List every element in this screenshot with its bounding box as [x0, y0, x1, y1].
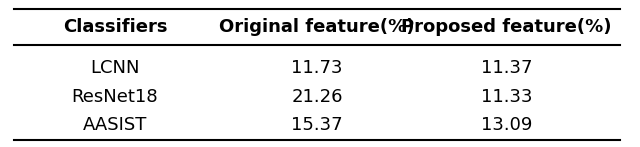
Text: LCNN: LCNN — [90, 59, 140, 77]
Text: 21.26: 21.26 — [291, 88, 343, 106]
Text: 11.33: 11.33 — [481, 88, 532, 106]
Text: Proposed feature(%): Proposed feature(%) — [401, 18, 612, 36]
Text: Original feature(%): Original feature(%) — [220, 18, 415, 36]
Text: 15.37: 15.37 — [291, 116, 343, 134]
Text: 11.73: 11.73 — [291, 59, 343, 77]
Text: AASIST: AASIST — [83, 116, 147, 134]
Text: 11.37: 11.37 — [481, 59, 532, 77]
Text: ResNet18: ResNet18 — [72, 88, 158, 106]
Text: 13.09: 13.09 — [481, 116, 532, 134]
Text: Classifiers: Classifiers — [63, 18, 167, 36]
